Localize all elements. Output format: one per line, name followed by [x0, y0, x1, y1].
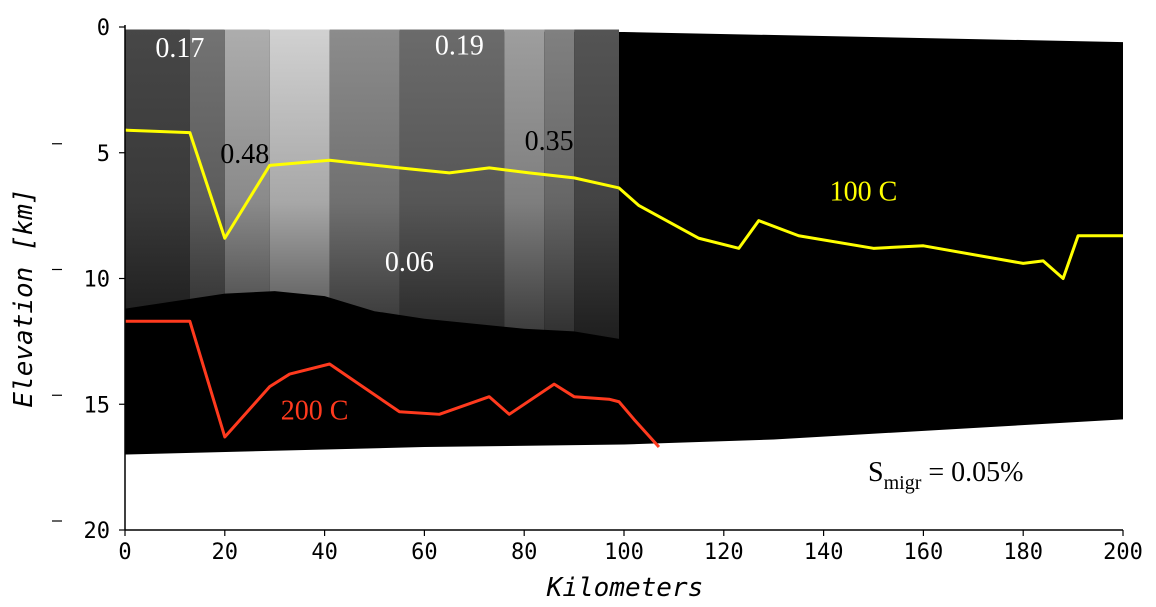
- x-tick-label: 160: [904, 540, 944, 565]
- x-tick-label: 100: [604, 540, 644, 565]
- y-tick-label: 0: [97, 16, 110, 41]
- x-tick-label: 80: [511, 540, 538, 565]
- x-tick-label: 40: [311, 540, 338, 565]
- image-column: [399, 29, 505, 339]
- image-column: [329, 29, 400, 339]
- image-column: [544, 29, 575, 339]
- image-region: [125, 29, 620, 339]
- x-tick-label: 0: [118, 540, 131, 565]
- x-tick-label: 60: [411, 540, 438, 565]
- isotherm-100-c: [124, 128, 1123, 280]
- x-tick-label: 180: [1003, 540, 1043, 565]
- y-tick-label: 10: [84, 268, 111, 293]
- annotation-label: 0.48: [220, 139, 269, 170]
- annotations: 0.17 0.19 0.48 0.35 0.06 100 C 200 C: [155, 31, 897, 427]
- image-column: [224, 29, 270, 339]
- smigr-label: Smigr = 0.05%: [868, 457, 1023, 494]
- smigr-rest: = 0.05%: [921, 457, 1023, 488]
- annotation-label: 0.19: [435, 31, 484, 62]
- x-tick-label: 20: [212, 540, 239, 565]
- y-tick-label: 5: [97, 142, 110, 167]
- x-tick-label: 120: [704, 540, 744, 565]
- x-tick-label: 200: [1103, 540, 1143, 565]
- annotation-label: 0.35: [525, 126, 574, 157]
- annotation-label: 0.17: [155, 33, 204, 64]
- image-column: [125, 29, 190, 339]
- annotation-label: 0.06: [385, 247, 434, 278]
- isotherm-200-c: [125, 319, 661, 449]
- smigr-main: S: [868, 457, 884, 488]
- y-axis-title: Elevation [km]: [9, 188, 39, 407]
- x-axis-title: Kilometers: [546, 573, 704, 603]
- smigr-subscript: migr: [884, 472, 922, 494]
- annotation-label: 200 C: [281, 395, 349, 426]
- axes: 0 20 40 60 80 100 120 140 160 180 200 0 5 10 15 20: [52, 16, 1143, 565]
- y-tick-label: 20: [84, 519, 111, 544]
- image-column: [269, 29, 330, 339]
- y-tick-label: 15: [84, 393, 111, 418]
- annotation-label: 100 C: [830, 177, 898, 208]
- image-column: [504, 29, 545, 339]
- plot-area: [124, 29, 1123, 455]
- x-tick-label: 140: [804, 540, 844, 565]
